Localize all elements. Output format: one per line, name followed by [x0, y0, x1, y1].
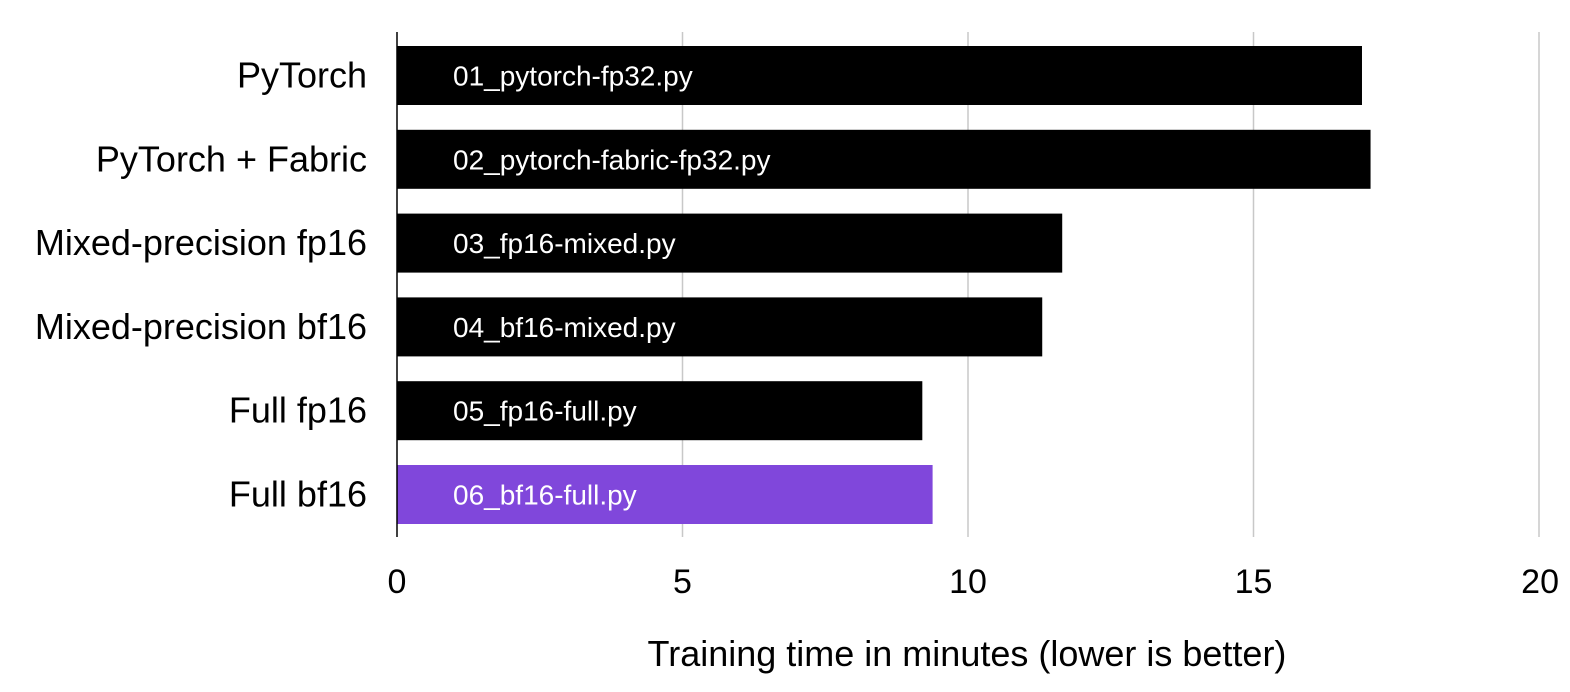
bar-label: 01_pytorch-fp32.py: [453, 61, 693, 92]
bar: [397, 46, 1362, 105]
x-tick-label: 15: [1235, 563, 1273, 601]
bar-label: 04_bf16-mixed.py: [453, 312, 676, 343]
bar: [397, 213, 1063, 273]
category-label: Full fp16: [229, 390, 367, 431]
category-label: Full bf16: [229, 474, 367, 515]
bar-label: 05_fp16-full.py: [453, 396, 637, 427]
x-tick-label: 5: [673, 563, 692, 601]
bar: [397, 465, 933, 524]
bar-label: 03_fp16-mixed.py: [453, 228, 676, 259]
category-labels: PyTorch PyTorch + Fabric Mixed-precision f…: [35, 55, 367, 515]
category-label: PyTorch: [237, 55, 367, 96]
bar: [397, 129, 1371, 189]
bar-label: 06_bf16-full.py: [453, 480, 637, 511]
x-tick-label: 0: [388, 563, 407, 601]
bars: 01_pytorch-fp32.py 02_pytorch-fabric-fp32…: [397, 46, 1371, 524]
x-tick-labels: 0 5 10 15 20: [388, 563, 1559, 601]
category-label: Mixed-precision bf16: [35, 306, 367, 347]
category-label: Mixed-precision fp16: [35, 222, 367, 263]
bar: [397, 297, 1043, 357]
bar: [397, 381, 923, 441]
bar-label: 02_pytorch-fabric-fp32.py: [453, 144, 771, 175]
x-axis-title: Training time in minutes (lower is bette…: [648, 633, 1287, 674]
grid-lines: [681, 32, 1540, 537]
category-label: PyTorch + Fabric: [96, 138, 367, 179]
x-tick-label: 20: [1521, 563, 1559, 601]
x-tick-label: 10: [949, 563, 987, 601]
